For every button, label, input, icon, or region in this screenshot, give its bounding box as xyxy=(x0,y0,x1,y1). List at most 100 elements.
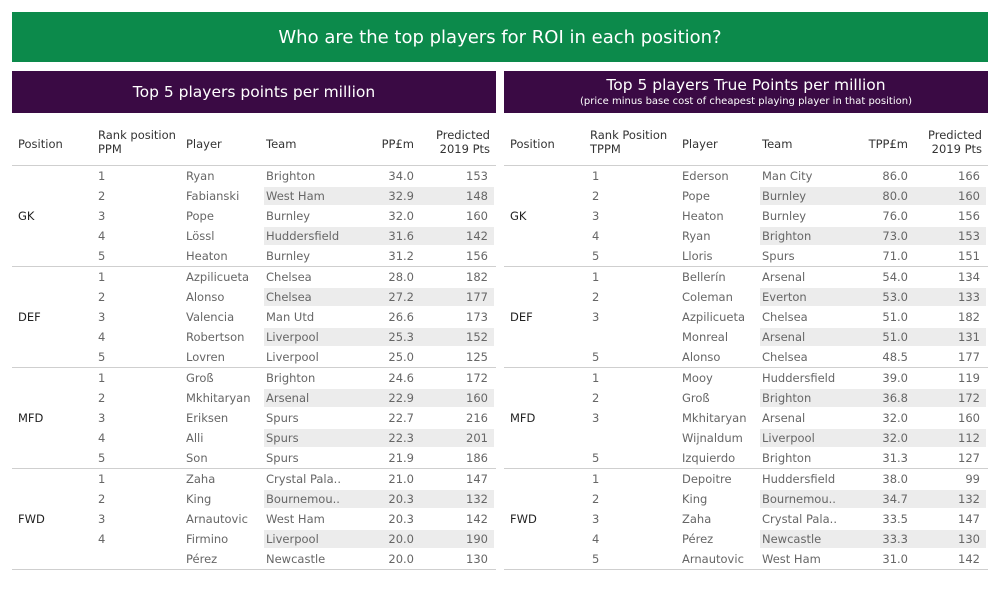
value-cell: 22.9 xyxy=(388,391,414,405)
row-band xyxy=(760,429,986,447)
column-header-predicted: Predicted 2019 Pts xyxy=(436,128,490,156)
row-band xyxy=(760,187,986,205)
table-row: 2 Alonso Chelsea 27.2 177 xyxy=(12,287,496,307)
value-cell: 28.0 xyxy=(388,270,414,284)
column-header-position: Position xyxy=(18,137,63,151)
predicted-cell: 134 xyxy=(958,270,980,284)
team-cell: Newcastle xyxy=(762,532,822,546)
table-row: 2 Pope Burnley 80.0 160 xyxy=(504,186,988,206)
table-row: 2 King Bournemou.. 34.7 132 xyxy=(504,489,988,509)
rank-cell: 5 xyxy=(592,451,600,465)
rank-cell: 4 xyxy=(592,229,600,243)
value-cell: 25.3 xyxy=(388,330,414,344)
panel-title: Top 5 players points per million xyxy=(132,83,376,101)
predicted-cell: 172 xyxy=(958,391,980,405)
predicted-cell: 201 xyxy=(466,431,488,445)
row-band xyxy=(264,530,494,548)
rank-cell: 1 xyxy=(592,371,600,385)
player-cell: Mkhitaryan xyxy=(682,411,747,425)
player-cell: Groß xyxy=(186,371,214,385)
column-header-rank-line2: TPPM xyxy=(590,142,621,156)
player-cell: Pérez xyxy=(186,552,218,566)
position-label: FWD xyxy=(510,512,537,526)
predicted-cell: 147 xyxy=(466,472,488,486)
value-cell: 51.0 xyxy=(882,310,908,324)
team-cell: Liverpool xyxy=(266,330,319,344)
team-cell: Man Utd xyxy=(266,310,315,324)
position-group: FWD 1 Depoitre Huddersfield 38.0 99 2 King Bourn… xyxy=(504,469,988,570)
panel-header: Top 5 players points per million xyxy=(12,71,496,113)
rank-cell: 2 xyxy=(98,290,106,304)
rank-cell: 3 xyxy=(592,310,600,324)
value-cell: 32.0 xyxy=(388,209,414,223)
table-row: 4 Alli Spurs 22.3 201 xyxy=(12,428,496,448)
position-group: DEF 1 Bellerín Arsenal 54.0 134 2 Coleman Everto… xyxy=(504,267,988,368)
rank-cell: 5 xyxy=(592,249,600,263)
position-group: MFD 1 Groß Brighton 24.6 172 2 Mkhitaryan Arsena… xyxy=(12,368,496,469)
value-cell: 31.0 xyxy=(882,552,908,566)
predicted-cell: 173 xyxy=(466,310,488,324)
rank-cell: 4 xyxy=(98,532,106,546)
predicted-cell: 160 xyxy=(466,209,488,223)
predicted-cell: 147 xyxy=(958,512,980,526)
rank-cell: 3 xyxy=(98,310,106,324)
predicted-cell: 127 xyxy=(958,451,980,465)
row-band xyxy=(264,429,494,447)
player-cell: King xyxy=(186,492,212,506)
player-cell: Eriksen xyxy=(186,411,229,425)
predicted-cell: 160 xyxy=(466,391,488,405)
predicted-cell: 156 xyxy=(958,209,980,223)
predicted-cell: 151 xyxy=(958,249,980,263)
predicted-cell: 182 xyxy=(958,310,980,324)
value-cell: 51.0 xyxy=(882,330,908,344)
table-row: 3 Zaha Crystal Pala.. 33.5 147 xyxy=(504,509,988,529)
table-row: 5 Heaton Burnley 31.2 156 xyxy=(12,246,496,266)
team-cell: Liverpool xyxy=(266,350,319,364)
predicted-cell: 125 xyxy=(466,350,488,364)
predicted-cell: 142 xyxy=(958,552,980,566)
value-cell: 24.6 xyxy=(388,371,414,385)
table-row: 2 Groß Brighton 36.8 172 xyxy=(504,388,988,408)
position-group: GK 1 Ederson Man City 86.0 166 2 Pope Burnley 80.… xyxy=(504,166,988,267)
table-row: 2 Fabianski West Ham 32.9 148 xyxy=(12,186,496,206)
table-row: 3 Pope Burnley 32.0 160 xyxy=(12,206,496,226)
column-header-rank-line1: Rank Position xyxy=(590,128,668,142)
value-cell: 73.0 xyxy=(882,229,908,243)
team-cell: Arsenal xyxy=(762,270,806,284)
rank-cell: 5 xyxy=(98,249,106,263)
rank-cell: 4 xyxy=(98,431,106,445)
rank-cell: 2 xyxy=(592,492,600,506)
team-cell: Brighton xyxy=(266,371,316,385)
position-label: DEF xyxy=(510,310,533,324)
table-row: 5 Son Spurs 21.9 186 xyxy=(12,448,496,468)
rank-cell: 3 xyxy=(98,209,106,223)
player-cell: Valencia xyxy=(186,310,235,324)
predicted-cell: 130 xyxy=(466,552,488,566)
value-cell: 22.3 xyxy=(388,431,414,445)
table-row: 3 Azpilicueta Chelsea 51.0 182 xyxy=(504,307,988,327)
team-cell: Newcastle xyxy=(266,552,326,566)
value-cell: 31.2 xyxy=(388,249,414,263)
table-row: 1 Groß Brighton 24.6 172 xyxy=(12,368,496,388)
table-row: 5 Lovren Liverpool 25.0 125 xyxy=(12,347,496,367)
player-cell: Mkhitaryan xyxy=(186,391,251,405)
value-cell: 20.3 xyxy=(388,492,414,506)
value-cell: 38.0 xyxy=(882,472,908,486)
value-cell: 20.0 xyxy=(388,532,414,546)
row-band xyxy=(264,187,494,205)
player-cell: Monreal xyxy=(682,330,729,344)
column-header-rank-line1: Rank position xyxy=(98,128,176,142)
player-cell: Zaha xyxy=(682,512,712,526)
value-cell: 31.3 xyxy=(882,451,908,465)
player-cell: Robertson xyxy=(186,330,245,344)
predicted-cell: 160 xyxy=(958,189,980,203)
predicted-cell: 156 xyxy=(466,249,488,263)
predicted-cell: 153 xyxy=(466,169,488,183)
value-cell: 32.0 xyxy=(882,411,908,425)
rank-cell: 5 xyxy=(98,350,106,364)
value-cell: 26.6 xyxy=(388,310,414,324)
row-band xyxy=(264,490,494,508)
team-cell: Chelsea xyxy=(762,350,808,364)
value-cell: 80.0 xyxy=(882,189,908,203)
table-row: Monreal Arsenal 51.0 131 xyxy=(504,327,988,347)
